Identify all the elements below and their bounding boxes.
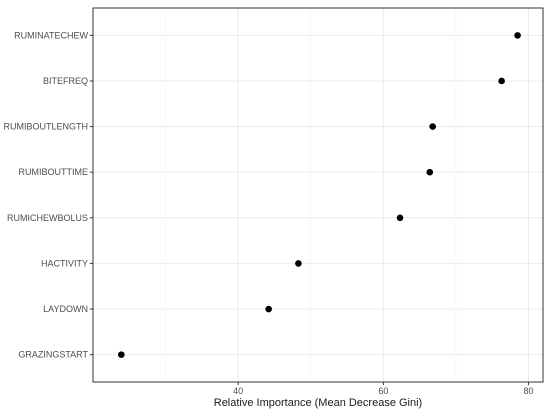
y-tick-label: RUMIBOUTTIME [19,167,89,177]
plot-panel-border [92,7,544,383]
y-tick-label: RUMIBOUTLENGTH [3,122,88,132]
data-point [429,123,436,130]
y-tick-label: RUMINATECHEW [14,30,88,40]
y-tick-label: LAYDOWN [43,304,88,314]
y-tick-label: BITEFREQ [43,76,88,86]
x-tick-label: 80 [523,386,533,396]
y-tick-label: RUMICHEWBOLUS [7,213,88,223]
x-tick-label: 60 [378,386,388,396]
grid-layer [93,8,543,382]
x-axis-title: Relative Importance (Mean Decrease Gini) [214,397,422,409]
data-point [514,32,521,39]
data-point [265,305,272,313]
data-point [426,168,434,176]
x-axis: 40 60 80 [233,382,533,396]
data-point [295,260,302,267]
y-axis: RUMINATECHEW BITEFREQ RUMIBOUTLENGTH RUMIBO… [3,30,93,360]
y-tick-label: GRAZINGSTART [18,350,88,360]
y-tick-label: HACTIVITY [41,258,88,268]
points-layer [118,32,521,358]
x-tick-label: 40 [233,386,243,396]
data-point [396,214,404,222]
data-point [118,351,125,358]
data-point [498,77,505,85]
